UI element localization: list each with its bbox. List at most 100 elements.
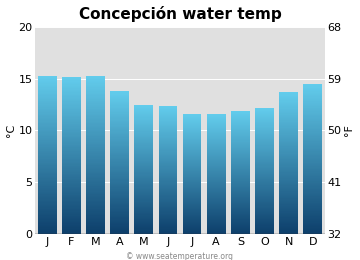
Bar	[207, 210, 226, 211]
Bar	[62, 162, 81, 163]
Bar	[279, 172, 298, 174]
Bar	[231, 148, 250, 149]
Bar	[303, 93, 322, 94]
Bar	[303, 90, 322, 91]
Bar	[279, 216, 298, 217]
Bar	[207, 130, 226, 131]
Bar	[134, 205, 153, 206]
Bar	[279, 115, 298, 116]
Bar	[86, 186, 105, 188]
Bar	[38, 180, 57, 181]
Bar	[158, 160, 177, 161]
Bar	[158, 126, 177, 127]
Bar	[255, 204, 274, 205]
Bar	[303, 135, 322, 136]
Bar	[110, 218, 129, 220]
Bar	[134, 157, 153, 158]
Bar	[207, 187, 226, 188]
Bar	[279, 135, 298, 136]
Bar	[231, 122, 250, 123]
Bar	[38, 122, 57, 123]
Bar	[134, 198, 153, 199]
Bar	[255, 156, 274, 157]
Bar	[134, 158, 153, 159]
Bar	[62, 183, 81, 184]
Bar	[183, 130, 202, 131]
Bar	[110, 197, 129, 198]
Bar	[255, 157, 274, 158]
Bar	[183, 115, 202, 116]
Bar	[303, 180, 322, 181]
Bar	[110, 190, 129, 191]
Bar	[255, 212, 274, 213]
Bar	[110, 173, 129, 174]
Bar	[303, 120, 322, 121]
Bar	[158, 147, 177, 148]
Bar	[62, 168, 81, 170]
Bar	[183, 166, 202, 167]
Bar	[38, 95, 57, 97]
Bar	[231, 160, 250, 161]
Bar	[255, 213, 274, 214]
Bar	[38, 134, 57, 135]
Bar	[86, 103, 105, 105]
Bar	[303, 114, 322, 115]
Bar	[231, 197, 250, 198]
Bar	[207, 207, 226, 208]
Bar	[110, 149, 129, 151]
Bar	[110, 162, 129, 164]
Bar	[62, 159, 81, 160]
Bar	[255, 124, 274, 125]
Bar	[62, 229, 81, 230]
Bar	[207, 197, 226, 198]
Bar	[207, 198, 226, 199]
Bar	[134, 204, 153, 205]
Bar	[183, 173, 202, 174]
Bar	[255, 221, 274, 222]
Bar	[231, 177, 250, 178]
Bar	[110, 91, 129, 92]
Bar	[279, 110, 298, 111]
Bar	[134, 115, 153, 116]
Bar	[231, 121, 250, 122]
Bar	[134, 220, 153, 221]
Bar	[62, 231, 81, 232]
Bar	[207, 219, 226, 220]
Bar	[183, 205, 202, 206]
Bar	[38, 205, 57, 206]
Bar	[207, 156, 226, 157]
Bar	[255, 229, 274, 230]
Bar	[231, 226, 250, 227]
Bar	[207, 173, 226, 174]
Bar	[38, 103, 57, 105]
Bar	[303, 96, 322, 98]
Bar	[207, 129, 226, 130]
Bar	[110, 166, 129, 167]
Bar	[134, 230, 153, 231]
Bar	[62, 218, 81, 219]
Bar	[183, 165, 202, 166]
Bar	[183, 209, 202, 210]
Bar	[231, 212, 250, 213]
Bar	[303, 100, 322, 101]
Bar	[279, 92, 298, 93]
Bar	[86, 102, 105, 103]
Bar	[86, 81, 105, 82]
Bar	[279, 106, 298, 107]
Bar	[183, 144, 202, 145]
Bar	[134, 221, 153, 222]
Bar	[255, 129, 274, 130]
Bar	[62, 107, 81, 108]
Bar	[183, 117, 202, 118]
Bar	[86, 91, 105, 93]
Bar	[183, 135, 202, 136]
Bar	[86, 134, 105, 135]
Bar	[134, 177, 153, 178]
Bar	[110, 109, 129, 110]
Bar	[207, 206, 226, 207]
Bar	[183, 226, 202, 227]
Bar	[86, 120, 105, 122]
Bar	[38, 213, 57, 214]
Bar	[279, 183, 298, 184]
Bar	[86, 221, 105, 222]
